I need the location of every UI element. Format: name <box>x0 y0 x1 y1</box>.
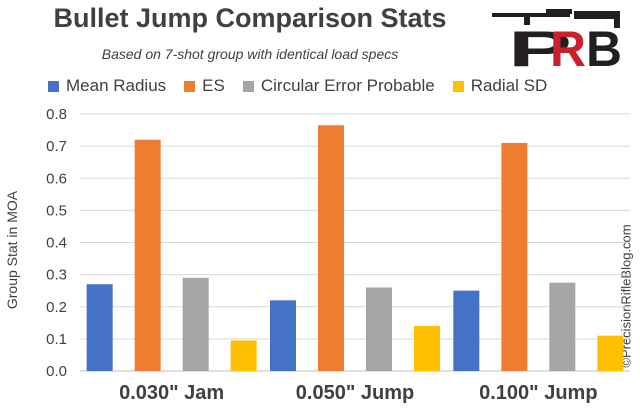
y-tick-label: 0.1 <box>46 331 67 348</box>
y-tick-label: 0.2 <box>46 299 67 316</box>
legend-swatch <box>452 80 464 92</box>
legend-item: ES <box>184 76 225 96</box>
legend-swatch <box>184 80 196 92</box>
legend-item: Circular Error Probable <box>242 76 435 96</box>
bar <box>453 290 480 371</box>
svg-text:R: R <box>550 21 586 72</box>
bar <box>318 125 344 372</box>
bar <box>366 287 392 371</box>
y-tick-label: 0.0 <box>46 363 67 380</box>
legend-label: Radial SD <box>470 76 548 95</box>
y-tick-label: 0.7 <box>46 138 67 155</box>
y-tick-label: 0.6 <box>46 170 67 187</box>
svg-text:B: B <box>586 21 622 72</box>
chart-legend: Mean Radius ES Circular Error Probable Radi… <box>48 74 565 98</box>
bar <box>549 282 576 371</box>
legend-swatch <box>242 80 254 92</box>
y-tick-label: 0.8 <box>46 106 67 123</box>
bar <box>134 139 161 371</box>
legend-label: Mean Radius <box>66 76 167 95</box>
chart-title: Bullet Jump Comparison Stats <box>53 3 447 33</box>
y-tick-label: 0.3 <box>46 267 67 284</box>
legend-item: Radial SD <box>452 76 548 96</box>
bar <box>86 284 113 371</box>
bar <box>597 335 624 371</box>
legend-item: Mean Radius <box>48 76 166 96</box>
bar <box>230 340 257 371</box>
chart-subtitle: Based on 7-shot group with identical loa… <box>101 46 399 62</box>
y-tick-label: 0.5 <box>46 202 67 219</box>
bar <box>270 300 296 371</box>
x-tick-label: 0.050" Jump <box>296 382 414 404</box>
prb-logo: P R B <box>492 9 622 72</box>
bar <box>414 326 440 371</box>
x-tick-label: 0.030" Jam <box>119 382 224 404</box>
legend-swatch <box>48 80 59 92</box>
bar <box>501 142 528 371</box>
bar <box>182 277 209 371</box>
legend-label: Circular Error Probable <box>260 76 435 95</box>
rifle-silhouette-icon <box>492 9 620 28</box>
x-tick-label: 0.100" Jump <box>479 382 597 404</box>
y-tick-label: 0.4 <box>46 235 67 252</box>
legend-label: ES <box>202 76 225 95</box>
svg-text:P: P <box>508 21 572 72</box>
